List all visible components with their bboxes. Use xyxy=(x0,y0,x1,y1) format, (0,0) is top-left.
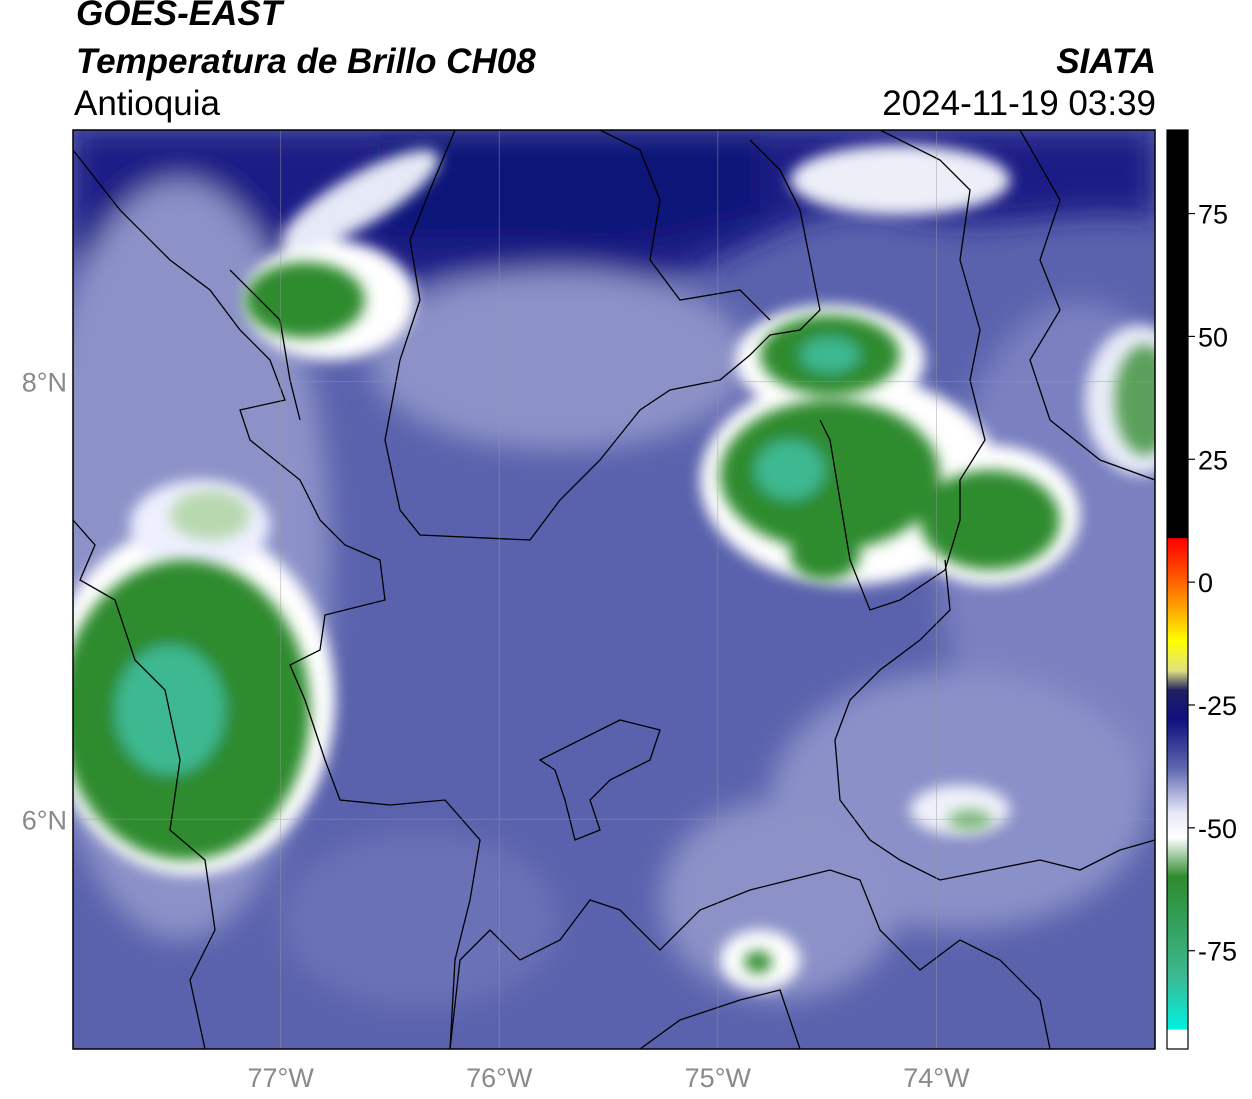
colorbar-tick-label: -25 xyxy=(1198,691,1237,721)
santander-border xyxy=(1019,130,1155,481)
datetime-label: 2024-11-19 03:39 xyxy=(882,84,1156,123)
political-boundaries xyxy=(73,130,1155,1049)
cloud-field-coldest xyxy=(73,262,1155,973)
colorbar-tick-label: -75 xyxy=(1198,937,1237,967)
product-title: Temperatura de Brillo CH08 xyxy=(76,42,536,81)
longitude-axis: 77°W 76°W 75°W 74°W xyxy=(247,1063,970,1093)
latitude-tick-label: 8°N xyxy=(22,368,67,398)
latitude-axis: 8°N 6°N xyxy=(22,368,67,836)
antioquia-east-border xyxy=(834,559,1155,881)
latitude-tick-label: 6°N xyxy=(22,805,67,835)
longitude-tick-label: 74°W xyxy=(903,1063,970,1093)
colorbar-scale xyxy=(1166,129,1189,1050)
colorbar-ticks: 75 50 25 0 -25 -50 -75 xyxy=(1188,200,1237,967)
uraba-coast xyxy=(229,269,301,421)
longitude-tick-label: 77°W xyxy=(247,1063,314,1093)
coastline-pacific xyxy=(73,519,216,1049)
region-label: Antioquia xyxy=(74,84,220,123)
graticule xyxy=(73,130,1155,1049)
colorbar: 75 50 25 0 -25 -50 -75 xyxy=(1166,129,1237,1050)
colorbar-tick-label: -50 xyxy=(1198,814,1237,844)
colorbar-tick-label: 0 xyxy=(1198,568,1213,598)
colorbar-tick-label: 50 xyxy=(1198,322,1228,352)
antioquia-north-border xyxy=(384,130,821,541)
colorbar-tick-label: 75 xyxy=(1198,200,1228,230)
cordoba-border xyxy=(599,130,771,321)
caldas-border xyxy=(639,989,801,1049)
longitude-tick-label: 75°W xyxy=(685,1063,752,1093)
satellite-title: GOES-EAST xyxy=(76,0,283,33)
map-panel xyxy=(73,130,1155,1049)
map-frame xyxy=(72,129,1156,1050)
municipal-cluster xyxy=(538,719,661,841)
organization-label: SIATA xyxy=(1056,42,1156,81)
bolivar-border xyxy=(819,130,986,611)
colorbar-tick-label: 25 xyxy=(1198,445,1228,475)
antioquia-west-border xyxy=(73,149,481,1049)
longitude-tick-label: 76°W xyxy=(466,1063,533,1093)
southern-border xyxy=(449,869,1051,1049)
